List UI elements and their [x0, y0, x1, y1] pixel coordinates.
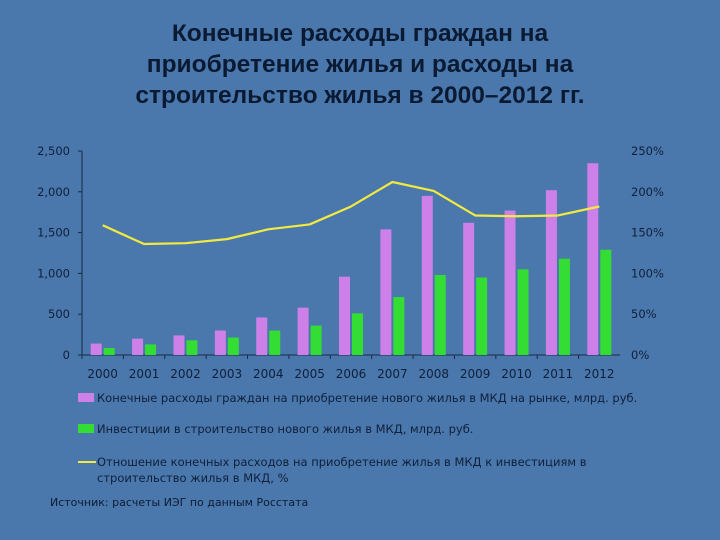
- x-tick-label: 2001: [129, 367, 160, 381]
- y-tick-label: 500: [48, 307, 70, 321]
- bar-purchase: [339, 276, 350, 355]
- source-note: Источник: расчеты ИЭГ по данным Росстата: [50, 496, 309, 509]
- bar-purchase: [297, 307, 309, 355]
- legend-label-ratio-line-2: строительство жилья в МКД, %: [97, 471, 289, 485]
- x-tick-label: 2005: [294, 367, 325, 381]
- bar-purchase: [545, 190, 557, 355]
- x-tick-label: 2002: [170, 367, 201, 381]
- legend-label-ratio-line-1: Отношение конечных расходов на приобрете…: [97, 455, 587, 469]
- x-tick-label: 2007: [377, 367, 408, 381]
- bar-purchase: [132, 338, 144, 355]
- x-tick-label: 2012: [584, 367, 615, 381]
- x-tick-label: 2006: [336, 367, 367, 381]
- bar-purchase: [214, 330, 226, 355]
- axes: 0 500 1,000 1,500 2,000 2,500 0% 50% 100% 150% 200…: [37, 144, 664, 381]
- bar-investment: [352, 313, 363, 355]
- bar-investment: [310, 325, 322, 355]
- x-tick-label: 2008: [418, 367, 449, 381]
- bar-investment: [393, 297, 405, 355]
- title-line-2: приобретение жилья и расходы на: [146, 51, 574, 78]
- y-tick-label: 1,000: [37, 266, 70, 280]
- x-tick-label: 2011: [543, 367, 574, 381]
- ratio-line: [102, 180, 600, 246]
- y-tick-label: 1,500: [37, 226, 70, 240]
- bars: [90, 163, 612, 355]
- x-tick-label: 2010: [501, 367, 532, 381]
- bar-investment: [558, 258, 570, 355]
- bar-purchase: [463, 222, 475, 355]
- y-tick-label: 2,500: [37, 144, 70, 158]
- bar-investment: [269, 330, 281, 355]
- x-tick-label: 2000: [87, 367, 118, 381]
- legend-label-purchase: Конечные расходы граждан на приобретение…: [97, 391, 637, 405]
- x-tick-label: 2003: [212, 367, 243, 381]
- y2-tick-label: 0%: [631, 348, 649, 362]
- y2-tick-label: 250%: [631, 144, 664, 158]
- bar-investment: [103, 348, 115, 355]
- legend-label-investment: Инвестиции в строительство нового жилья …: [97, 422, 473, 436]
- x-tick-label: 2009: [460, 367, 491, 381]
- bar-investment: [600, 249, 612, 355]
- bar-purchase: [380, 229, 392, 355]
- bar-investment: [145, 344, 157, 355]
- bar-investment: [476, 277, 488, 355]
- ratio-line-layer: [102, 180, 600, 246]
- bar-purchase: [256, 317, 268, 355]
- legend-swatch-purchase: [78, 393, 94, 402]
- bar-investment: [186, 340, 198, 355]
- chart-title: Конечные расходы граждан на приобретение…: [60, 18, 660, 111]
- bar-purchase: [421, 195, 433, 355]
- bar-investment: [434, 275, 446, 355]
- legend-swatch-investment: [78, 424, 94, 433]
- bar-purchase: [173, 335, 185, 355]
- y2-tick-label: 150%: [631, 226, 664, 240]
- x-tick-label: 2004: [253, 367, 284, 381]
- y2-tick-label: 50%: [631, 307, 657, 321]
- title-line-3: строительство жилья в 2000–2012 гг.: [135, 82, 585, 109]
- bar-purchase: [504, 210, 516, 355]
- y-tick-label: 0: [63, 348, 70, 362]
- y-tick-label: 2,000: [37, 185, 70, 199]
- title-line-1: Конечные расходы граждан на: [171, 20, 549, 47]
- bar-purchase: [587, 163, 599, 355]
- y2-tick-label: 200%: [631, 185, 664, 199]
- legend: Конечные расходы граждан на приобретение…: [78, 391, 637, 485]
- bar-investment: [517, 269, 529, 355]
- bar-purchase: [90, 343, 102, 355]
- y2-tick-label: 100%: [631, 266, 664, 280]
- bar-investment: [227, 337, 239, 355]
